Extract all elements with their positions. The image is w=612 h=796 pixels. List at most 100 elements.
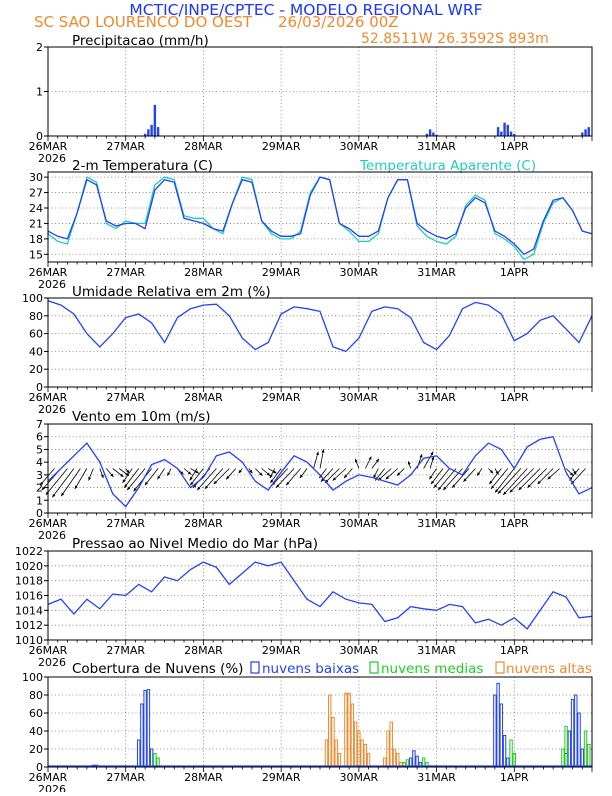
- wind-vector: [451, 468, 470, 488]
- cloud-bar-orange: [360, 739, 364, 768]
- wind-vector: [437, 468, 457, 491]
- cloud-bar-blue: [412, 750, 416, 768]
- wind-vector-head: [110, 473, 114, 477]
- wind-vector-head: [407, 461, 411, 465]
- wind-xtick-label: 26MAR: [29, 517, 68, 530]
- wind-vector-head: [431, 456, 435, 460]
- wind-vector-head: [189, 477, 193, 481]
- wind-vector-head: [127, 486, 131, 491]
- wind-vector-head: [443, 486, 447, 491]
- precip-ytick-label: 1: [36, 86, 43, 99]
- pres-ytick-label: 1014: [15, 604, 43, 617]
- header-run: 26/03/2026 00Z: [278, 13, 399, 31]
- rh-ytick-label: 0: [36, 381, 43, 394]
- pres-ytick-label: 1022: [15, 545, 43, 558]
- wind-vector: [502, 468, 528, 496]
- temp-line-blue: [47, 176, 593, 256]
- wind-vector: [430, 468, 444, 485]
- cloud-bar-orange: [363, 744, 368, 768]
- cloud-bar-blue: [570, 699, 575, 768]
- pres-ytick-label: 1018: [15, 575, 43, 588]
- cloud-year-label: 2026: [38, 783, 66, 792]
- wind-vector-head: [477, 472, 481, 476]
- wind-vector-head: [433, 484, 438, 488]
- temp-title: 2-m Temperatura (C): [72, 158, 213, 174]
- precip-xtick-label: 1APR: [500, 140, 529, 153]
- wind-vector-head: [195, 470, 199, 474]
- wind-vector: [45, 468, 68, 496]
- wind-vector-head: [100, 474, 104, 479]
- precip-bar: [509, 131, 513, 136]
- wind-vector-head: [518, 486, 522, 491]
- wind-vector: [518, 468, 541, 491]
- wind-vector: [423, 451, 434, 469]
- wind-vector-head: [497, 490, 502, 494]
- pres-line-blue: [47, 561, 593, 630]
- cloud-bar-orange: [328, 694, 332, 768]
- wind-vector-head: [167, 472, 171, 476]
- cloud-ytick-label: 40: [29, 725, 43, 738]
- pres-xtick-label: 31MAR: [417, 644, 456, 657]
- header-station: SC SAO LOURENCO DO OEST: [34, 13, 253, 31]
- wind-vector: [433, 468, 450, 488]
- precip-xtick-label: 30MAR: [340, 140, 379, 153]
- wind-vector-head: [157, 475, 161, 480]
- wind-vector-head: [133, 487, 137, 492]
- precip-bar: [500, 131, 503, 136]
- wind-vector-head: [120, 473, 124, 477]
- precip-bar: [584, 129, 587, 136]
- legend-swatch-high: [495, 661, 505, 674]
- cloud-bar-orange: [347, 692, 351, 768]
- wind-vector: [570, 468, 586, 485]
- header-title: MCTIC/INPE/CPTEC - MODELO REGIONAL WRF: [129, 1, 482, 19]
- cloud-bar-orange: [350, 703, 355, 768]
- precip-title: Precipitacao (mm/h): [72, 33, 209, 49]
- wind-xtick-label: 28MAR: [184, 517, 223, 530]
- wind-vector-head: [190, 481, 194, 486]
- pres-xtick-label: 30MAR: [340, 644, 379, 657]
- wind-ytick-label: 0: [36, 507, 43, 520]
- cloud-ytick-label: 20: [29, 743, 43, 756]
- precip-bar: [506, 124, 510, 136]
- pres-ytick-label: 1010: [15, 634, 43, 647]
- wind-vector-head: [419, 454, 423, 458]
- wind-xtick-label: 31MAR: [417, 517, 456, 530]
- precip-xtick-label: 27MAR: [106, 140, 145, 153]
- wind-vector-head: [276, 484, 280, 488]
- wind-vector: [527, 468, 547, 488]
- wind-vector-head: [343, 474, 348, 479]
- precip-xtick-label: 31MAR: [417, 140, 456, 153]
- cloud-ytick-label: 0: [36, 761, 43, 774]
- cloud-bar-blue: [493, 694, 497, 768]
- wind-vector-head: [489, 480, 493, 485]
- cloud-bar-blue: [499, 703, 504, 768]
- cloud-xtick-label: 27MAR: [106, 771, 145, 784]
- precip-bar: [150, 124, 153, 136]
- wind-xtick-label: 29MAR: [262, 517, 301, 530]
- precip-bar: [428, 129, 432, 136]
- wind-vector-head: [569, 472, 574, 476]
- wind-vector: [271, 468, 288, 486]
- precip-bar: [425, 133, 429, 136]
- cloud-panel: 0 20 40 60 80 100 26MAR 27MAR 28MAR 29MAR 30MAR 31M…: [22, 671, 593, 796]
- wind-vector-head: [396, 472, 401, 476]
- rh-xtick-label: 31MAR: [417, 391, 456, 404]
- rh-xtick-label: 27MAR: [106, 391, 145, 404]
- cloud-xtick-label: 1APR: [500, 771, 529, 784]
- wind-vector-head: [503, 491, 507, 495]
- precip-xtick-label: 28MAR: [184, 140, 223, 153]
- wind-year-label: 2026: [38, 529, 66, 542]
- cloud-title: Cobertura de Nuvens (%): [72, 661, 243, 677]
- wind-vector-head: [74, 485, 78, 489]
- cloud-bar-blue: [567, 730, 572, 768]
- precip-bar: [587, 127, 590, 136]
- cloud-xtick-label: 31MAR: [417, 771, 456, 784]
- temp-ytick-label: 15: [29, 248, 43, 261]
- cloud-bar-blue: [136, 739, 141, 768]
- cloud-bar-green: [587, 744, 591, 768]
- legend-mid: nuvens medias: [381, 661, 483, 677]
- cloud-bar-orange: [337, 753, 342, 768]
- wind-vector-head: [321, 449, 325, 453]
- temp-xtick-label: 29MAR: [262, 266, 301, 279]
